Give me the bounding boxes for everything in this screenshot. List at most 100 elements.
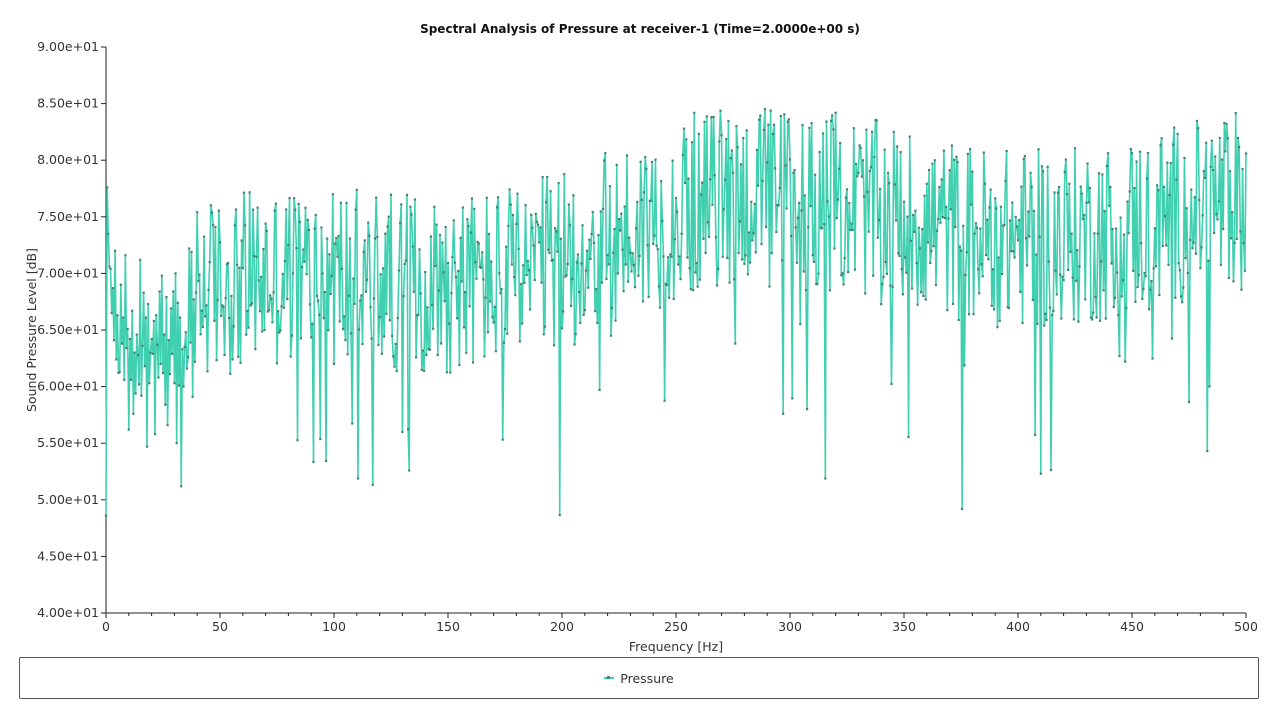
data-point (639, 160, 642, 163)
data-point (1125, 306, 1128, 309)
data-point (468, 305, 471, 308)
data-point (874, 118, 877, 121)
data-point (1215, 213, 1218, 216)
data-point (1189, 238, 1192, 241)
data-point (1170, 337, 1173, 340)
data-point (160, 274, 163, 277)
data-point (1200, 246, 1203, 249)
data-point (784, 164, 787, 167)
data-point (110, 311, 113, 315)
data-point (1152, 267, 1155, 270)
legend-swatch (604, 676, 615, 679)
data-point (381, 267, 385, 270)
data-point (1085, 201, 1088, 205)
data-point (164, 403, 167, 406)
data-point (144, 316, 147, 319)
y-axis-ticks: 4.00e+01 4.50e+01 5.00e+01 5.50e+01 6.00e+01… (37, 39, 106, 620)
data-point (277, 310, 280, 313)
data-point (591, 210, 594, 214)
data-point (957, 318, 960, 322)
data-point (1067, 268, 1070, 272)
data-point (1114, 227, 1118, 230)
data-point (181, 348, 184, 351)
data-point (414, 356, 418, 359)
data-point (445, 371, 448, 374)
data-point (1206, 449, 1209, 453)
data-point (551, 258, 554, 261)
x-tick-label: 150 (436, 619, 460, 634)
data-point (904, 256, 907, 259)
data-point (942, 149, 945, 152)
data-point (1098, 319, 1102, 322)
data-point (885, 272, 888, 275)
data-point (562, 310, 565, 313)
data-point (555, 230, 558, 233)
data-point (679, 278, 682, 281)
data-point (1236, 136, 1240, 140)
data-point (1142, 287, 1145, 291)
data-point (271, 321, 274, 324)
data-point (917, 226, 920, 229)
data-point (116, 314, 119, 317)
data-point (829, 119, 833, 123)
data-point (169, 307, 173, 310)
y-tick-label: 9.00e+01 (37, 39, 99, 54)
data-point (967, 313, 971, 316)
data-point (346, 353, 349, 356)
data-point (420, 368, 423, 371)
data-point (1143, 271, 1146, 275)
data-point (158, 290, 161, 293)
data-point (448, 322, 451, 325)
data-point (1194, 252, 1197, 255)
data-point (225, 263, 228, 266)
data-point (547, 248, 550, 251)
data-point (465, 351, 468, 354)
data-point (1231, 211, 1234, 214)
data-point (621, 248, 624, 251)
data-point (1052, 309, 1055, 312)
data-point (278, 331, 281, 334)
x-tick-label: 100 (322, 619, 346, 634)
data-point (1205, 141, 1208, 144)
data-point (865, 128, 868, 131)
data-point (792, 171, 795, 174)
data-point (191, 395, 194, 398)
data-point (224, 297, 227, 300)
data-point (345, 201, 348, 204)
data-point (272, 291, 275, 294)
data-point (1100, 260, 1103, 263)
data-point (274, 202, 277, 205)
data-point (253, 254, 256, 258)
data-point (802, 270, 805, 273)
data-point (711, 203, 714, 206)
data-point (684, 181, 687, 185)
data-point (827, 215, 830, 218)
data-point (531, 226, 534, 229)
data-point (1040, 165, 1044, 168)
data-point (979, 227, 982, 230)
data-point (558, 513, 561, 517)
data-point (126, 327, 129, 330)
data-point (972, 313, 975, 316)
data-point (777, 204, 780, 207)
data-point (1046, 165, 1049, 168)
data-point (1128, 190, 1131, 193)
data-point (743, 262, 746, 265)
data-point (855, 162, 858, 166)
data-point (289, 355, 292, 358)
data-point (487, 232, 491, 236)
data-point (1130, 152, 1134, 155)
legend-item-pressure[interactable]: Pressure (20, 658, 1258, 698)
data-point (787, 118, 790, 121)
data-point (963, 364, 966, 367)
data-point (279, 329, 282, 332)
data-point (1062, 279, 1065, 282)
data-point (1185, 207, 1188, 210)
data-point (1161, 244, 1164, 248)
data-point (1087, 201, 1090, 204)
data-point (818, 150, 821, 154)
data-point (560, 327, 564, 330)
data-point (734, 342, 737, 345)
data-point (877, 218, 881, 222)
data-point (137, 383, 141, 386)
